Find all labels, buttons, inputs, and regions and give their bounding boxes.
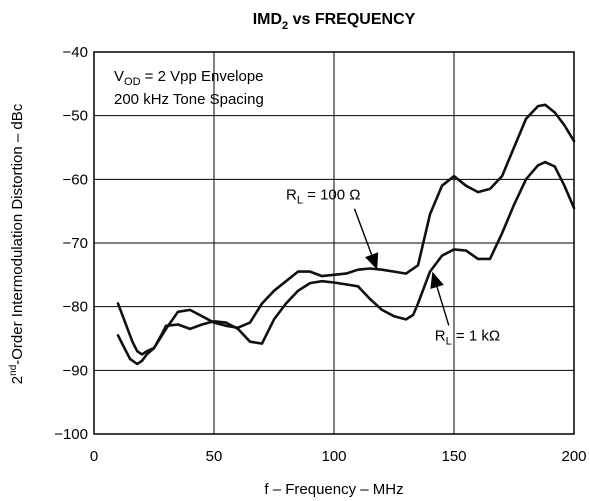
annotation-arrowhead — [430, 271, 444, 289]
y-axis-label: 2nd-Order Intermodulation Distortion – d… — [8, 103, 26, 384]
plot-frame — [93, 51, 575, 435]
x-tick-label: 0 — [90, 448, 98, 465]
tick-labels: 0 50 100 150 200 −40 −50 −60 −70 −80 −90 −100 — [54, 44, 586, 465]
annotation-leader-line — [353, 208, 373, 255]
conditions-line-1: VOD = 2 Vpp Envelope — [114, 68, 264, 88]
annotation-layer: RL = 100 ΩRL = 1 kΩ — [286, 187, 500, 348]
y-tick-label: −50 — [63, 108, 88, 125]
series-label-1: RL = 100 Ω — [286, 187, 360, 207]
chart-title-main: IMD — [253, 11, 282, 28]
annotation-arrowhead — [365, 252, 379, 270]
grid-lines — [94, 52, 574, 434]
annotation-leader-line — [436, 286, 450, 326]
conditions-vod-pre: V — [114, 68, 124, 85]
y-tick-label: −40 — [63, 44, 88, 61]
series-label-subscript: L — [297, 195, 303, 207]
series-label-post: = 100 Ω — [303, 187, 361, 204]
x-tick-label: 200 — [561, 448, 586, 465]
chart-title-subscript: 2 — [282, 20, 288, 32]
series-label-subscript: L — [446, 335, 452, 347]
conditions-vod-post: = 2 Vpp Envelope — [141, 68, 264, 85]
series-label-2: RL = 1 kΩ — [435, 327, 500, 347]
conditions-vod-subscript: OD — [124, 76, 141, 88]
conditions-line-2: 200 kHz Tone Spacing — [114, 91, 264, 108]
series-label-pre: R — [435, 327, 446, 344]
series-layer — [116, 103, 576, 366]
y-axis-label-superscript: nd — [8, 365, 19, 376]
y-axis-label-pre: 2 — [9, 376, 26, 384]
y-tick-label: −90 — [63, 362, 88, 379]
x-tick-label: 150 — [441, 448, 466, 465]
y-axis-label-post: -Order Intermodulation Distortion – dBc — [9, 103, 26, 364]
y-tick-label: −80 — [63, 299, 88, 316]
y-tick-label: −70 — [63, 235, 88, 252]
series-line-2 — [116, 160, 576, 366]
y-tick-label: −60 — [63, 171, 88, 188]
series-label-post: = 1 kΩ — [452, 327, 500, 344]
x-tick-label: 100 — [321, 448, 346, 465]
x-tick-label: 50 — [206, 448, 223, 465]
series-line-1 — [116, 103, 576, 356]
x-axis-label: f – Frequency – MHz — [264, 481, 403, 498]
y-tick-label: −100 — [54, 426, 88, 443]
chart-title-rest: vs FREQUENCY — [288, 11, 415, 28]
chart-title: IMD2 vs FREQUENCY — [253, 11, 416, 32]
series-label-pre: R — [286, 187, 297, 204]
